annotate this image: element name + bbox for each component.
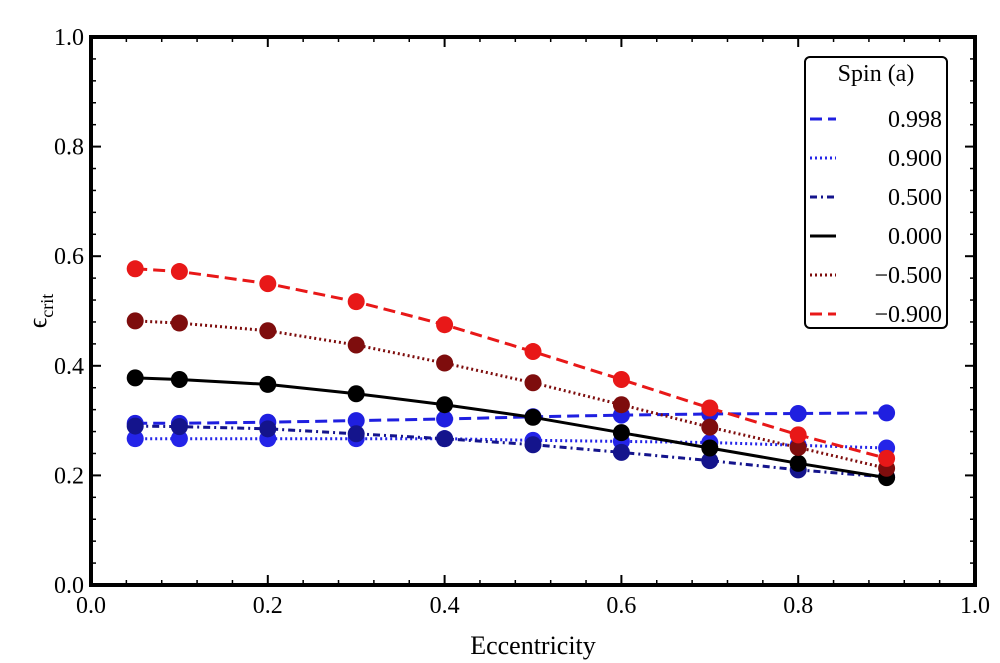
x-tick-label: 0.8 (783, 593, 813, 619)
data-point (126, 312, 144, 330)
data-point (170, 263, 188, 281)
x-tick-label: 0.0 (76, 593, 106, 619)
legend: Spin (a) 0.998 0.900 0.500 0.000 −0.500 −0.90… (804, 56, 948, 329)
series-line (135, 424, 887, 479)
data-point (347, 336, 365, 354)
data-point (436, 430, 454, 448)
axis-ticks (90, 36, 976, 586)
y-tick-label: 0.2 (54, 463, 84, 489)
y-axis-label-main: ϵ (23, 318, 52, 329)
legend-label: −0.900 (874, 302, 942, 328)
data-point (612, 443, 630, 461)
legend-label: 0.500 (888, 185, 942, 211)
series-line (135, 267, 887, 460)
data-point (878, 404, 896, 422)
data-point (126, 369, 144, 387)
data-point (524, 343, 542, 361)
data-point (126, 260, 144, 278)
x-tick-label: 1.0 (960, 593, 990, 619)
data-point (170, 371, 188, 388)
data-point (259, 322, 277, 340)
x-tick-label: 0.4 (430, 593, 460, 619)
data-point (701, 399, 719, 417)
x-tick-label: 0.2 (253, 593, 283, 619)
legend-label: 0.000 (888, 224, 942, 250)
y-tick-label: 0.4 (54, 354, 84, 380)
data-point (126, 417, 144, 435)
legend-box (804, 56, 948, 329)
y-tick-label: 0.8 (54, 135, 84, 161)
data-point (436, 354, 454, 372)
data-point (789, 404, 807, 422)
data-point (436, 316, 454, 334)
data-point (347, 385, 365, 403)
series-0.000 (126, 369, 896, 487)
y-tick-label: 1.0 (54, 25, 84, 51)
series--0.500 (126, 312, 896, 477)
data-point (789, 426, 807, 444)
legend-label: 0.900 (888, 146, 942, 172)
tick-labels: 0.0 0.2 0.4 0.6 0.8 1.0 0.0 0.2 0.4 0.6 0.8 1.0 (54, 25, 990, 619)
data-point (436, 396, 454, 414)
data-point (347, 412, 365, 430)
data-point (170, 314, 188, 332)
data-point (612, 371, 630, 388)
data-point (347, 293, 365, 311)
data-point (612, 396, 630, 414)
plot-frame (89, 35, 977, 587)
data-point (170, 430, 188, 448)
chart-marks (126, 260, 896, 487)
data-point (789, 438, 807, 456)
series-line (135, 411, 887, 425)
series-line (135, 319, 887, 470)
data-point (701, 418, 719, 436)
data-point (436, 410, 454, 428)
data-point (524, 436, 542, 454)
data-point (701, 439, 719, 457)
x-tick-label: 0.6 (606, 593, 636, 619)
data-point (259, 420, 277, 438)
data-point (701, 452, 719, 470)
y-tick-label: 0.6 (54, 244, 84, 270)
data-point (789, 454, 807, 472)
series--0.900 (126, 260, 896, 467)
data-point (524, 374, 542, 392)
data-point (878, 449, 896, 467)
data-point (347, 425, 365, 443)
data-point (126, 430, 144, 448)
data-point (170, 418, 188, 436)
y-axis-label: ϵcrit (23, 294, 57, 329)
data-point (524, 408, 542, 426)
y-axis-label-sub: crit (37, 294, 57, 318)
series-0.500 (126, 417, 896, 486)
series-line (135, 376, 887, 480)
data-point (259, 375, 277, 393)
legend-title: Spin (a) (838, 61, 915, 87)
data-point (259, 275, 277, 293)
legend-entries: 0.998 0.900 0.500 0.000 −0.500 −0.900 (810, 107, 942, 328)
legend-label: −0.500 (874, 263, 942, 289)
legend-label: 0.998 (888, 107, 942, 133)
x-axis-label: Eccentricity (470, 631, 596, 660)
data-point (612, 424, 630, 442)
y-tick-label: 0.0 (54, 573, 84, 599)
